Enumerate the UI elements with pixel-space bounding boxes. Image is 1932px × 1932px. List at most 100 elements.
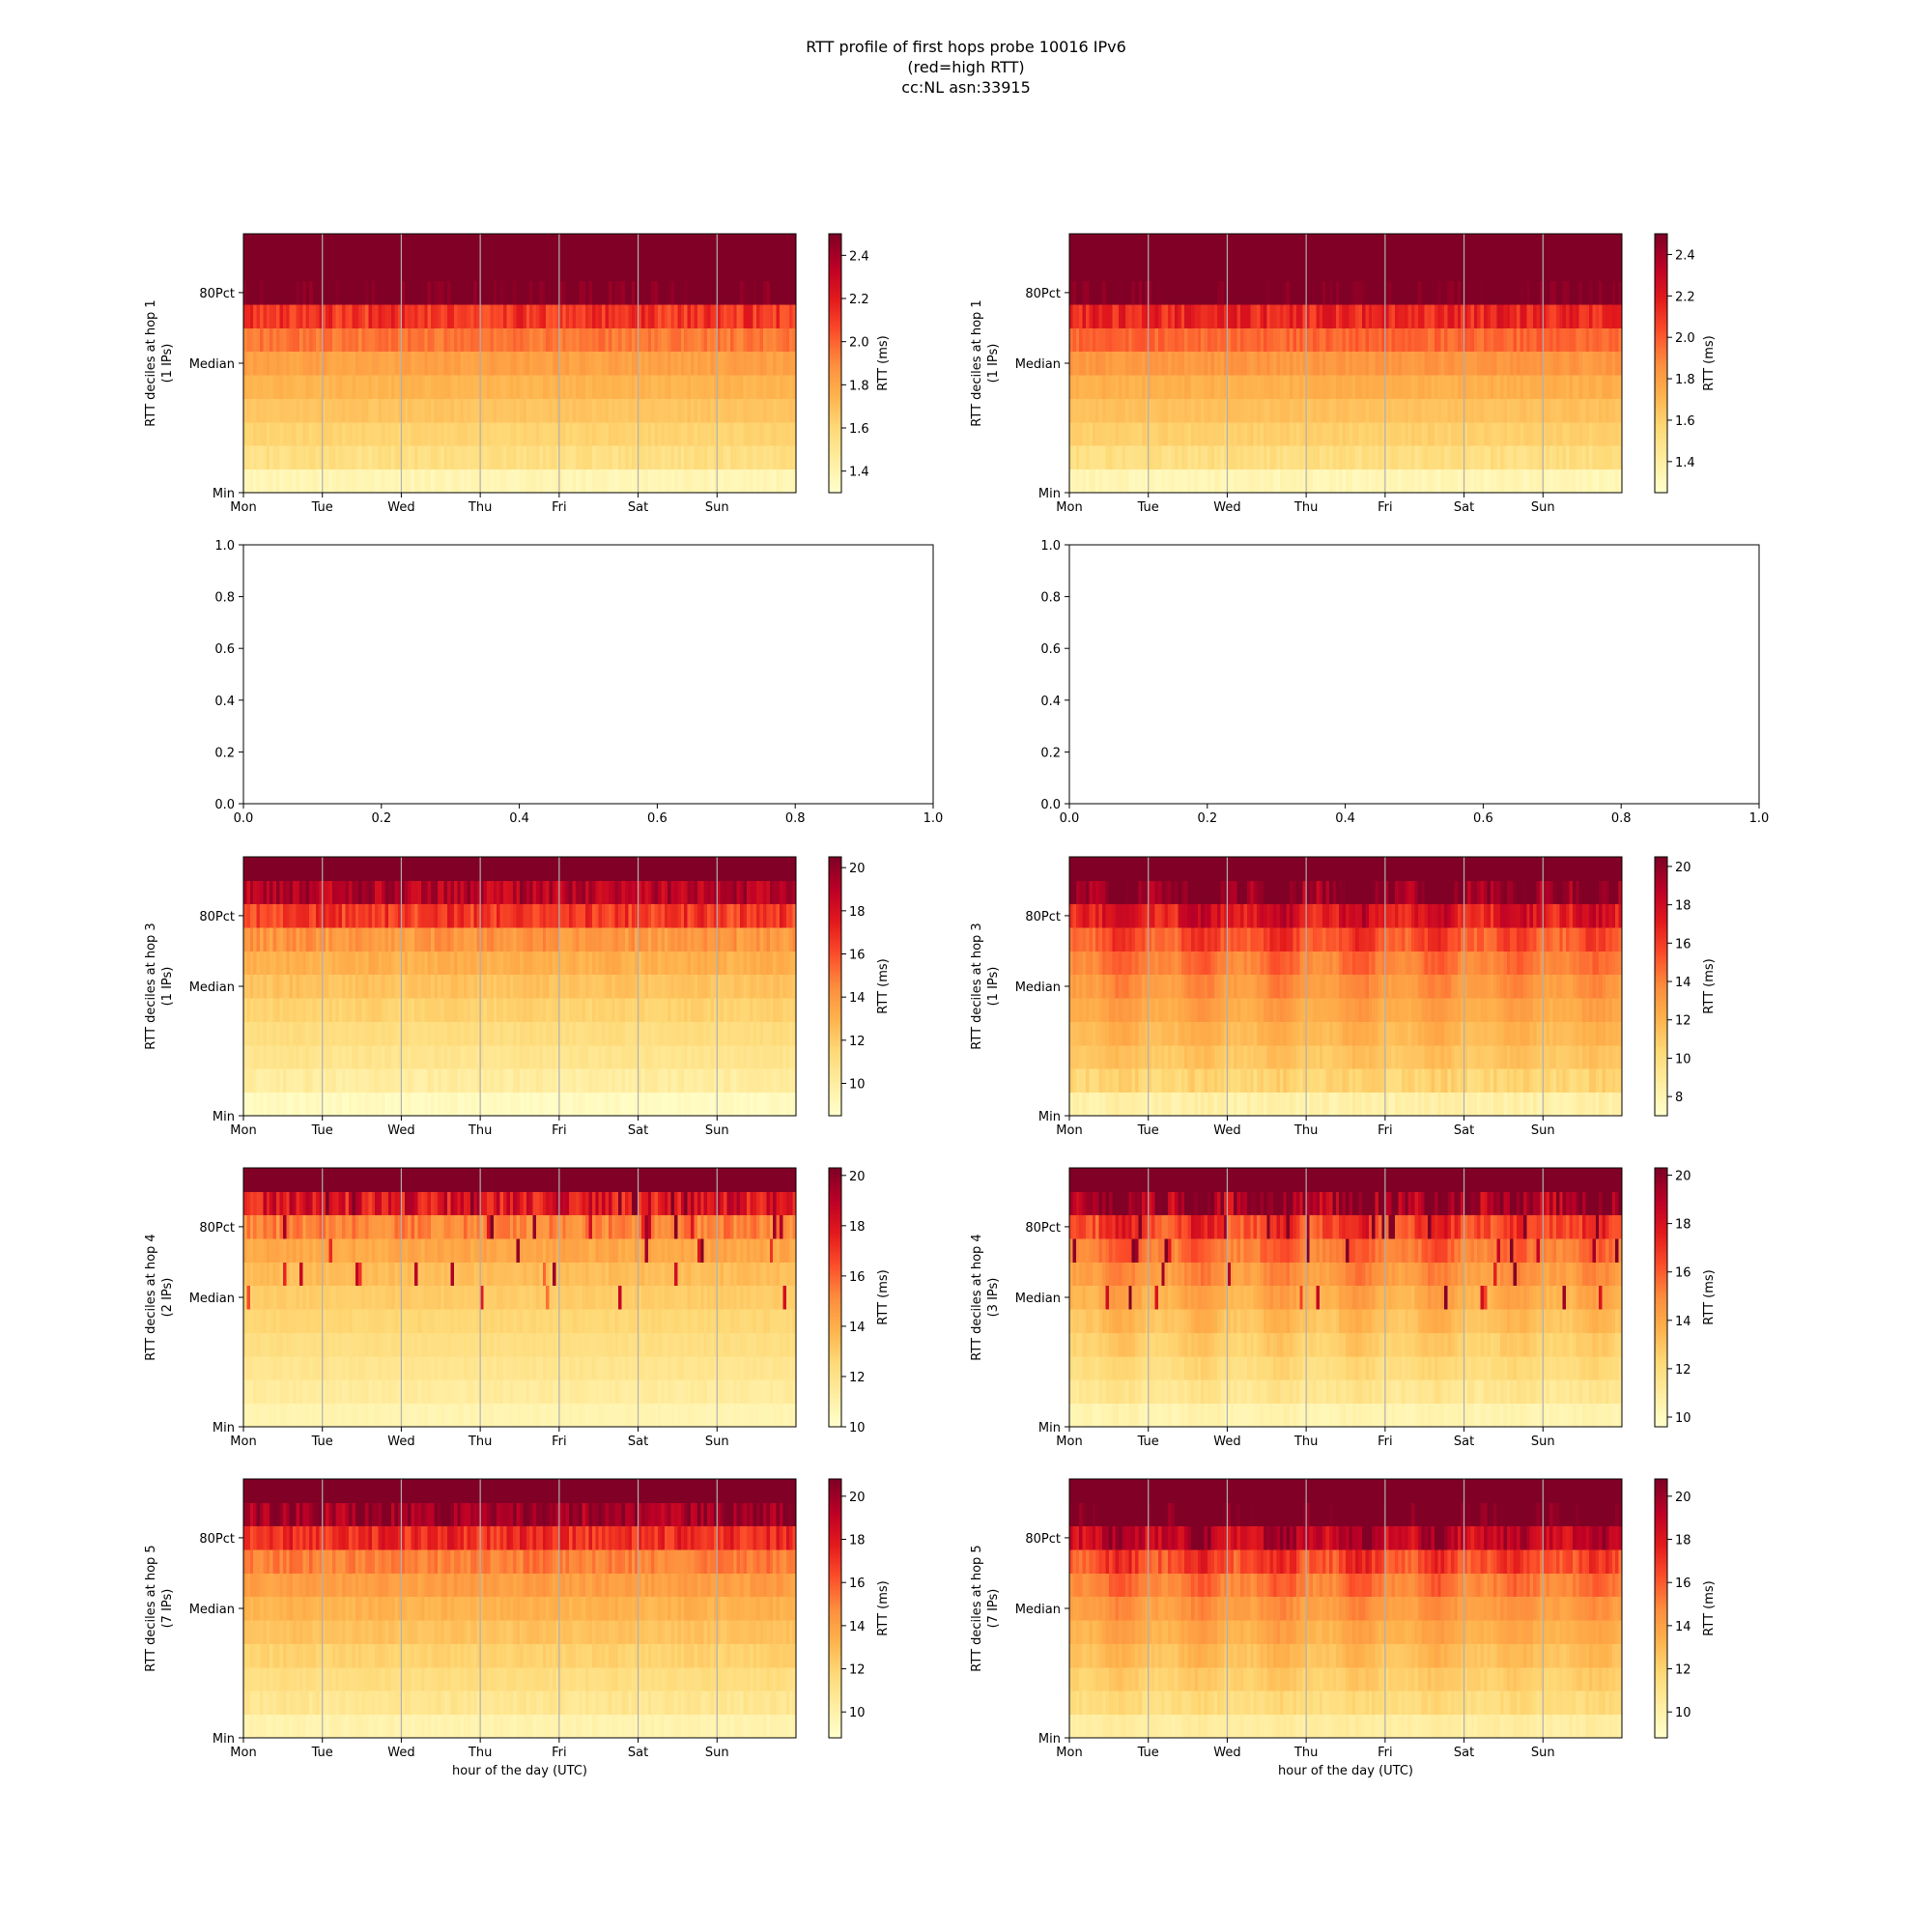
heatmap-cell [1520,375,1524,399]
heatmap-cell [437,280,441,305]
colorbar-step [829,337,841,340]
heatmap-cell [352,445,356,470]
colorbar-step [829,253,841,256]
heatmap-cell [387,903,392,928]
colorbar-step [829,456,841,459]
heatmap-cell [1543,234,1548,258]
heatmap-cell [1250,234,1255,258]
heatmap-cell [1395,469,1399,494]
heatmap-cell [371,304,376,328]
heatmap-cell [1477,375,1481,399]
heatmap-cell [298,1044,303,1069]
heatmap-cell [443,903,448,928]
heatmap-cell [453,951,458,976]
heatmap-cell [740,421,744,446]
heatmap-cell [440,857,445,881]
heatmap-cell [618,304,622,328]
heatmap-cell [1562,304,1567,328]
heatmap-cell [1197,234,1202,258]
heatmap-cell [1302,304,1307,328]
heatmap-cell [371,398,376,423]
heatmap-cell [750,421,754,446]
heatmap-cell [1253,398,1258,423]
colorbar-step [1655,378,1667,382]
heatmap-cell [424,857,429,881]
heatmap-cell [279,234,284,258]
heatmap-cell [595,445,600,470]
heatmap-cell [1362,445,1366,470]
heatmap-cell [1122,327,1126,353]
heatmap-cell [513,857,517,881]
heatmap-cells [243,857,797,1117]
heatmap-cell [1513,375,1518,399]
heatmap-cell [703,257,708,282]
heatmap-cell [499,351,504,376]
heatmap-cell [424,1044,429,1069]
heatmap-cell [1168,398,1172,423]
heatmap-cell [1440,421,1445,446]
heatmap-cell [450,927,455,952]
heatmap-cell [253,1021,258,1046]
heatmap-cell [391,1068,396,1094]
heatmap-cell [424,375,429,399]
heatmap-cell [364,857,369,881]
heatmap-cell [509,951,514,976]
heatmap-cell [1602,257,1606,282]
heatmap-cell [1611,445,1616,470]
heatmap-cell [691,445,695,470]
heatmap-cell [1224,280,1228,305]
heatmap-cell [1351,327,1356,353]
heatmap-cell [243,351,247,376]
heatmap-cell [457,445,462,470]
heatmap-cell [674,375,678,399]
heatmap-cell [437,1021,441,1046]
heatmap-cell [293,857,297,881]
heatmap-cell [293,280,297,305]
heatmap-cell [1398,304,1403,328]
heatmap-cell [309,974,313,999]
heatmap-cell [1372,445,1377,470]
heatmap-cell [785,398,790,423]
heatmap-cell [497,280,500,305]
heatmap-cell [315,469,320,494]
heatmap-cell [1562,469,1567,494]
heatmap-cell [651,351,655,376]
heatmap-cell [355,1068,359,1094]
heatmap-cell [1384,304,1389,328]
heatmap-cell [779,257,783,282]
heatmap-cell [782,351,787,376]
heatmap-cell [651,280,655,305]
heatmap-cell [309,398,313,423]
heatmap-cell [1122,280,1126,305]
heatmap-cell [553,375,556,399]
heatmap-cell [1236,304,1241,328]
heatmap-cell [1391,257,1396,282]
heatmap-cell [263,421,268,446]
heatmap-cell [253,951,258,976]
heatmap-cell [1569,351,1574,376]
heatmap-cell [1463,327,1468,353]
heatmap-cell [243,257,247,282]
heatmap-cell [756,421,760,446]
heatmap-cell [1276,469,1281,494]
heatmap-cell [502,257,507,282]
heatmap-cell [338,375,343,399]
heatmap-cell [1220,445,1225,470]
heatmap-cell [558,375,563,399]
heatmap-cell [1168,421,1172,446]
heatmap-cell [1434,375,1438,399]
heatmap-cell [1328,304,1333,328]
heatmap-cell [453,421,458,446]
heatmap-cell [447,927,451,952]
heatmap-cell [243,974,247,999]
colorbar-step [1655,458,1667,461]
heatmap-cell [348,469,353,494]
heatmap-cell [296,1068,300,1094]
heatmap-cell [740,469,744,494]
heatmap-cell [1549,304,1553,328]
heatmap-cell [1230,257,1235,282]
heatmap-cell [1405,280,1409,305]
heatmap-cell [483,234,488,258]
heatmap-cell [467,1068,471,1094]
heatmap-cell [1496,351,1501,376]
